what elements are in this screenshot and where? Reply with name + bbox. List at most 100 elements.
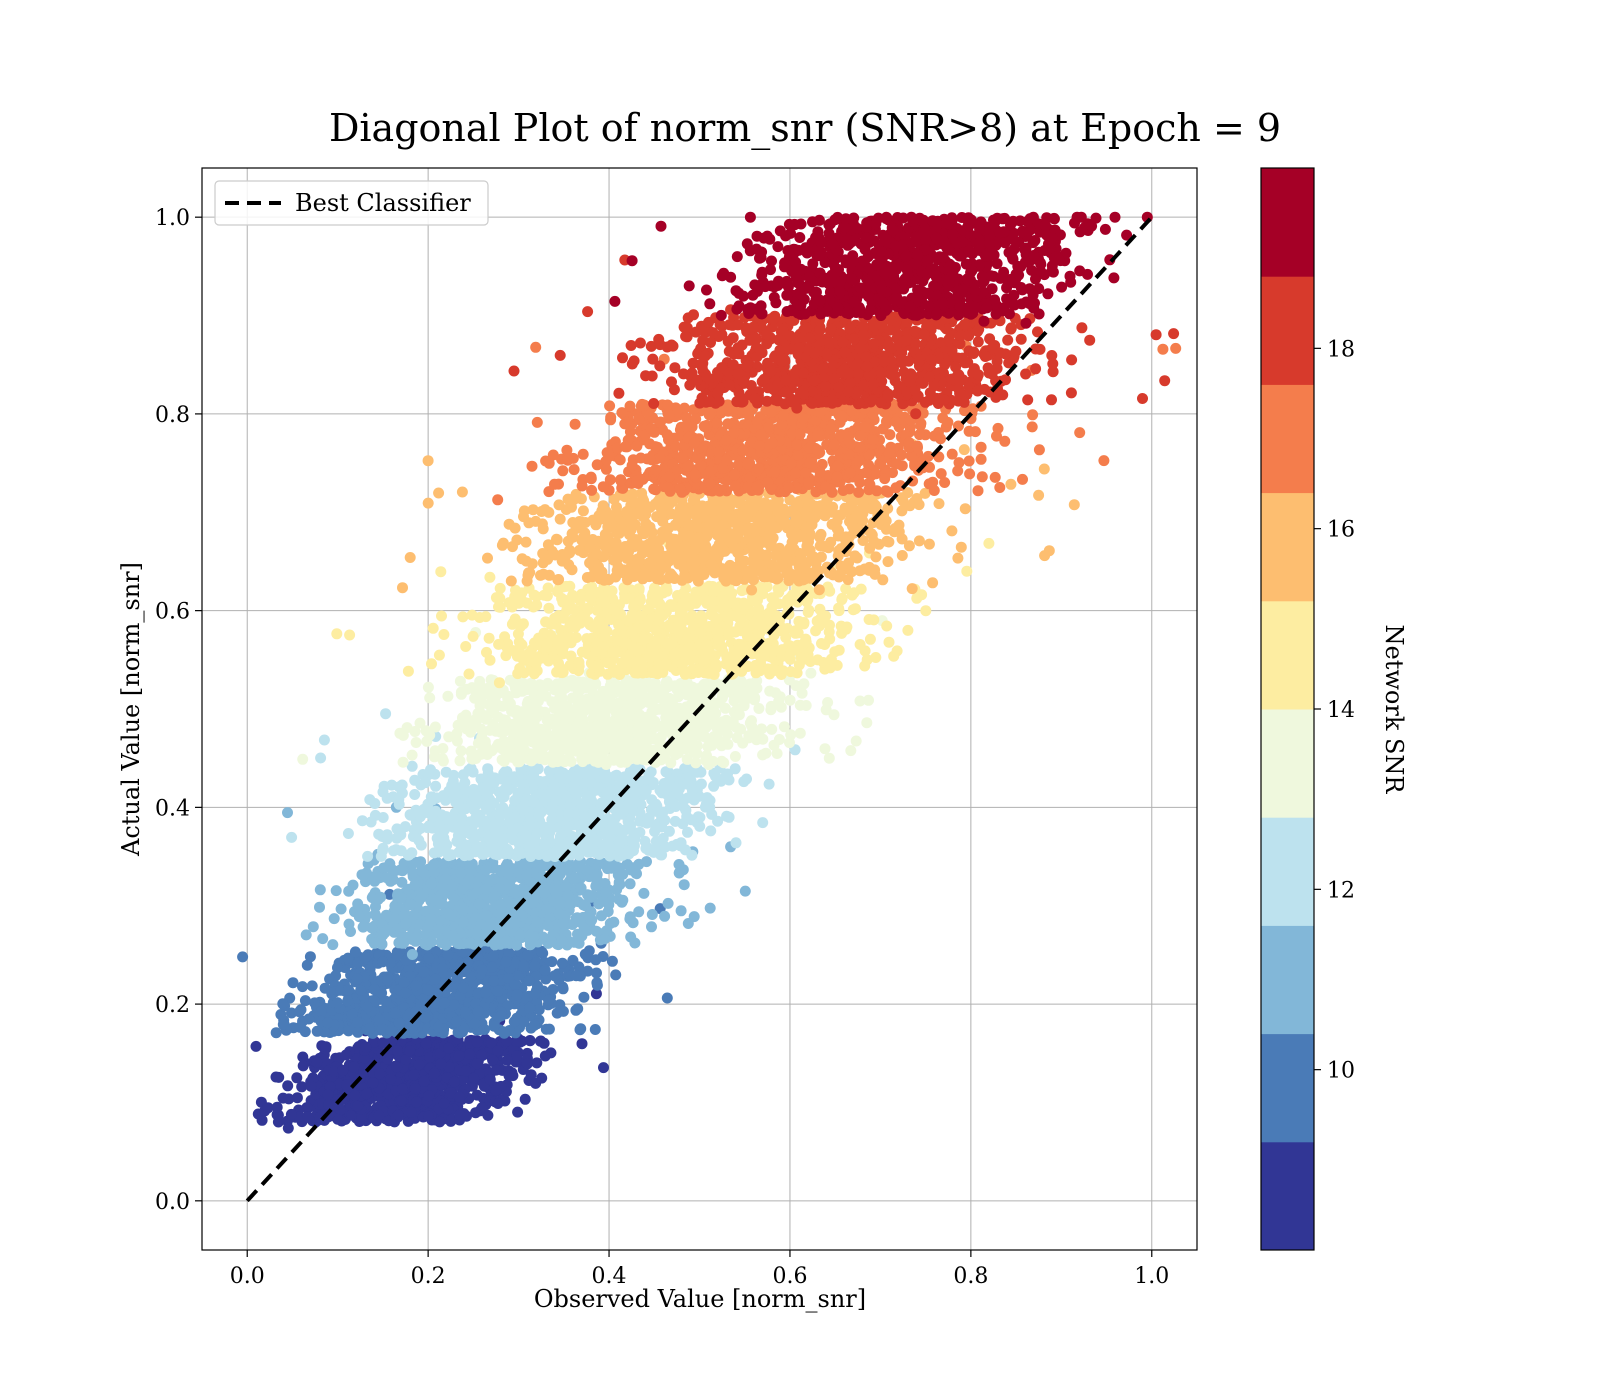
scatter-point [395, 1095, 407, 1107]
scatter-point [484, 1074, 496, 1085]
scatter-point [343, 885, 355, 897]
scatter-outlier [356, 869, 368, 881]
scatter-point [395, 892, 407, 904]
scatter-point [638, 887, 650, 899]
scatter-point [688, 793, 700, 805]
scatter-point [423, 1090, 435, 1102]
scatter-point [763, 778, 775, 790]
scatter-point [575, 798, 587, 810]
scatter-point [302, 1111, 314, 1123]
scatter-point [600, 772, 612, 784]
scatter-point [389, 913, 401, 925]
scatter-point [480, 910, 492, 922]
scatter-point [341, 1079, 353, 1091]
scatter-point [406, 749, 418, 761]
scatter-point [277, 998, 289, 1010]
scatter-point [380, 995, 392, 1007]
scatter-outlier [440, 873, 452, 885]
scatter-point [521, 831, 533, 842]
scatter-point [719, 702, 731, 714]
scatter-point [355, 984, 367, 996]
scatter-point [695, 778, 707, 790]
scatter-point [340, 1049, 352, 1061]
scatter-point [443, 908, 455, 920]
scatter-point [443, 1061, 455, 1073]
scatter-point [411, 1096, 422, 1108]
scatter-point [396, 1083, 408, 1095]
scatter-point [490, 1064, 502, 1076]
scatter-outlier [511, 1050, 523, 1062]
scatter-point [593, 737, 605, 749]
scatter-point [377, 1037, 389, 1049]
scatter-point [501, 858, 513, 870]
scatter-point [335, 903, 347, 915]
scatter-outlier [589, 1024, 601, 1035]
scatter-point [802, 606, 814, 618]
scatter-point [418, 803, 430, 815]
scatter-point [528, 1019, 540, 1031]
scatter-outlier [422, 681, 434, 693]
scatter-point [410, 980, 422, 992]
scatter-point [374, 1068, 386, 1080]
scatter-outlier [585, 777, 597, 789]
scatter-point [488, 975, 500, 987]
scatter-point [442, 949, 454, 961]
scatter-point [554, 869, 565, 881]
scatter-outlier [507, 834, 519, 846]
scatter-point [283, 1093, 295, 1105]
scatter-point [301, 959, 313, 971]
scatter-point [398, 937, 410, 949]
scatter-point [794, 727, 806, 739]
scatter-point [712, 815, 724, 827]
scatter-point [409, 879, 421, 891]
scatter-point [766, 723, 778, 735]
scatter-point [633, 722, 644, 734]
scatter-outlier [640, 733, 652, 744]
scatter-point [369, 798, 381, 809]
scatter-outlier [517, 804, 529, 816]
scatter-point [547, 984, 559, 995]
scatter-point [291, 1092, 303, 1104]
scatter-points [237, 211, 1182, 1134]
scatter-outlier [703, 759, 715, 771]
scatter-outlier [459, 1006, 471, 1018]
scatter-point [328, 1066, 340, 1078]
scatter-outlier [717, 716, 729, 728]
scatter-point [270, 1027, 282, 1039]
scatter-point [470, 792, 481, 804]
scatter-point [587, 843, 599, 855]
scatter-point [691, 715, 703, 727]
scatter-point [575, 716, 587, 728]
scatter-point [382, 974, 393, 986]
scatter-point [690, 757, 702, 769]
scatter-outlier [704, 902, 716, 914]
scatter-outlier [432, 838, 444, 850]
scatter-point [514, 731, 526, 742]
scatter-point [303, 1013, 315, 1025]
scatter-point [616, 827, 628, 839]
scatter-point [476, 964, 488, 976]
scatter-point [620, 756, 632, 768]
scatter-point [778, 721, 790, 733]
scatter-point [392, 1045, 404, 1057]
scatter-outlier [318, 734, 330, 746]
scatter-point [391, 1061, 403, 1073]
scatter-point [575, 882, 587, 894]
scatter-point [460, 840, 472, 852]
scatter-point [425, 878, 437, 890]
scatter-point [538, 825, 550, 837]
scatter-point [473, 898, 485, 910]
scatter-point [492, 1045, 504, 1057]
scatter-point [400, 918, 412, 930]
scatter-point [372, 894, 384, 905]
scatter-point [352, 1100, 364, 1112]
scatter-outlier [331, 997, 343, 1009]
scatter-point [519, 884, 530, 896]
scatter-point [705, 825, 717, 837]
scatter-point [342, 995, 354, 1007]
scatter-point [646, 909, 658, 920]
scatter-point [445, 849, 457, 861]
scatter-point [583, 910, 594, 922]
scatter-point [624, 878, 636, 890]
scatter-outlier [576, 1038, 588, 1050]
